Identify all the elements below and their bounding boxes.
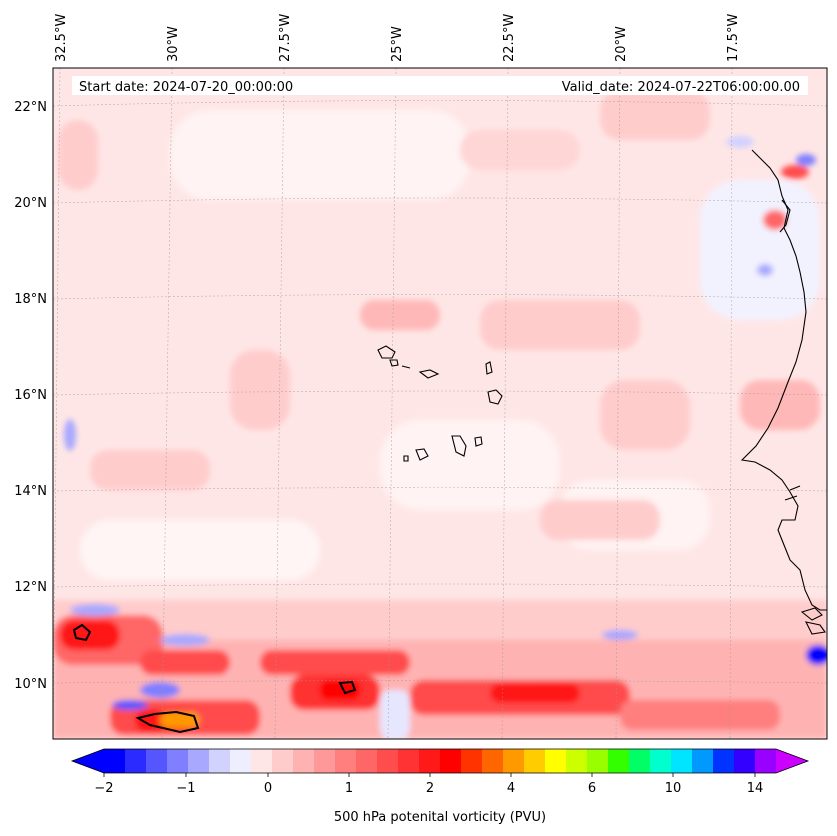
map-frame xyxy=(52,67,828,740)
colorbar-cell xyxy=(482,749,504,773)
lat-label: 14°N xyxy=(14,484,47,499)
colorbar-cell xyxy=(629,749,651,773)
lat-label: 20°N xyxy=(14,196,47,211)
colorbar-cell xyxy=(272,749,294,773)
colorbar-cell xyxy=(335,749,357,773)
lat-label: 16°N xyxy=(14,388,47,403)
pv-field-patches xyxy=(53,90,827,739)
colorbar-cell xyxy=(209,749,231,773)
colorbar-label: 500 hPa potenital vorticity (PVU) xyxy=(334,810,546,825)
lon-label: 22.5°W xyxy=(502,14,517,62)
colorbar-cell xyxy=(671,749,693,773)
lon-label: 27.5°W xyxy=(278,14,293,62)
colorbar-cell xyxy=(230,749,252,773)
colorbar-cell xyxy=(608,749,630,773)
map-panel xyxy=(53,68,827,739)
colorbar-tick-label: 4 xyxy=(507,781,515,796)
colorbar-under-arrow xyxy=(72,749,104,773)
colorbar-cell xyxy=(755,749,777,773)
colorbar-ticks xyxy=(103,773,756,777)
lon-label: 32.5°W xyxy=(54,14,69,62)
start-date-label: Start date: 2024-07-20_00:00:00 xyxy=(79,80,293,95)
colorbar: −2 −1 0 1 2 4 6 10 14 500 hPa potenital … xyxy=(70,748,810,825)
colorbar-tick-label: 1 xyxy=(345,781,353,796)
colorbar-tick-label: 0 xyxy=(264,781,272,796)
cape-verde-islands xyxy=(377,345,503,462)
colorbar-over-arrow xyxy=(776,749,808,773)
colorbar-cell xyxy=(692,749,714,773)
longitude-labels: 32.5°W 30°W 27.5°W 25°W 22.5°W 20°W 17.5… xyxy=(54,14,741,62)
colorbar-tick-label: 6 xyxy=(588,781,596,796)
colorbar-cell xyxy=(167,749,189,773)
colorbar-cell xyxy=(251,749,273,773)
colorbar-cell xyxy=(713,749,735,773)
colorbar-tick-label: 10 xyxy=(665,781,682,796)
lat-label: 18°N xyxy=(14,292,47,307)
colorbar-cell xyxy=(419,749,441,773)
colorbar-cell xyxy=(545,749,567,773)
lon-label: 25°W xyxy=(390,26,405,62)
coastline xyxy=(740,149,827,635)
colorbar-cell xyxy=(293,749,315,773)
colorbar-cell xyxy=(104,749,126,773)
colorbar-cell xyxy=(587,749,609,773)
lon-label: 17.5°W xyxy=(726,14,741,62)
lon-label: 30°W xyxy=(166,26,181,62)
colorbar-cell xyxy=(734,749,756,773)
colorbar-tick-label: 2 xyxy=(426,781,434,796)
colorbar-cell xyxy=(377,749,399,773)
colorbar-cell xyxy=(188,749,210,773)
lat-label: 22°N xyxy=(14,100,47,115)
lon-label: 20°W xyxy=(614,26,629,62)
colorbar-cell xyxy=(356,749,378,773)
colorbar-cell xyxy=(440,749,462,773)
colorbar-cell xyxy=(125,749,147,773)
latitude-labels: 22°N 20°N 18°N 16°N 14°N 12°N 10°N xyxy=(14,100,47,692)
lat-label: 10°N xyxy=(14,677,47,692)
colorbar-cell xyxy=(146,749,168,773)
colorbar-tick-label: −2 xyxy=(94,781,113,796)
colorbar-tick-label: −1 xyxy=(176,781,195,796)
colorbar-cell xyxy=(566,749,588,773)
date-header-box xyxy=(72,76,808,95)
lat-label: 12°N xyxy=(14,580,47,595)
colorbar-tick-label: 14 xyxy=(747,781,764,796)
colorbar-cell xyxy=(503,749,525,773)
colorbar-cell xyxy=(524,749,546,773)
colorbar-cell xyxy=(398,749,420,773)
pv-contours xyxy=(72,623,357,734)
colorbar-cell xyxy=(314,749,336,773)
colorbar-cell xyxy=(650,749,672,773)
colorbar-cells xyxy=(104,749,777,773)
colorbar-cell xyxy=(461,749,483,773)
valid-date-label: Valid_date: 2024-07-22T06:00:00.00 xyxy=(562,80,800,95)
